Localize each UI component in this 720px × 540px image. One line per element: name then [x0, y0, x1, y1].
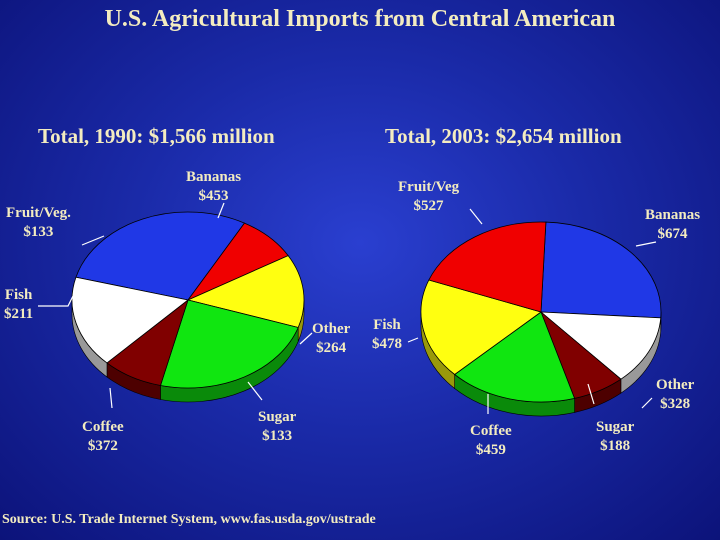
label-1990-fruitveg: Fruit/Veg. $133	[6, 204, 71, 242]
leader-2003-other	[641, 397, 653, 409]
label-1990-fish-name: Fish	[4, 287, 33, 303]
label-1990-coffee-name: Coffee	[82, 419, 124, 435]
pie-2003-slice-coffee	[453, 311, 576, 403]
leader-2003-fruitveg	[469, 208, 483, 225]
label-1990-fruitveg-value: $133	[23, 224, 54, 240]
pie-2003-title: Total, 2003: $2,654 million	[385, 124, 622, 148]
label-2003-bananas: Bananas $674	[645, 206, 700, 244]
leader-1990-coffee	[109, 387, 113, 409]
pie-1990-slice-bananas	[75, 211, 246, 301]
label-1990-fish-value: $211	[4, 306, 34, 322]
label-2003-sugar-value: $188	[600, 438, 631, 454]
pie-1990-slice-coffee	[159, 299, 299, 389]
label-2003-other: Other $328	[656, 376, 694, 414]
leader-1990-fish	[38, 289, 77, 307]
label-2003-fish: Fish $478	[372, 316, 402, 354]
pie-1990	[71, 211, 305, 403]
label-1990-bananas-name: Bananas	[186, 169, 242, 185]
label-2003-bananas-name: Bananas	[645, 207, 701, 223]
leader-1990-fruitveg	[81, 235, 105, 246]
label-1990-other-value: $264	[316, 340, 347, 356]
label-2003-sugar-name: Sugar	[596, 419, 635, 435]
label-2003-fruitveg-name: Fruit/Veg	[398, 179, 460, 195]
label-2003-sugar: Sugar $188	[596, 418, 634, 456]
label-1990-sugar-value: $133	[262, 428, 293, 444]
label-2003-fish-value: $478	[372, 336, 402, 352]
label-1990-bananas: Bananas $453	[186, 168, 241, 206]
label-2003-fruitveg-value: $527	[413, 198, 444, 214]
leader-1990-bananas	[217, 202, 225, 219]
leader-2003-fish	[407, 337, 419, 343]
label-2003-bananas-value: $674	[657, 226, 688, 242]
label-2003-coffee-name: Coffee	[470, 423, 512, 439]
pie-1990-slice-other	[71, 276, 189, 364]
pie-2003	[420, 221, 662, 417]
label-1990-coffee-value: $372	[87, 438, 118, 454]
pie-2003-slice-fruitveg	[428, 221, 547, 313]
label-1990-sugar-name: Sugar	[258, 409, 297, 425]
leader-1990-sugar	[247, 381, 263, 401]
label-2003-other-name: Other	[656, 377, 695, 393]
label-2003-coffee: Coffee $459	[470, 422, 512, 460]
label-2003-fruitveg: Fruit/Veg $527	[398, 178, 459, 216]
label-1990-sugar: Sugar $133	[258, 408, 296, 446]
leader-2003-sugar	[587, 383, 595, 405]
label-2003-other-value: $328	[660, 396, 691, 412]
pie-1990-slice-fish	[186, 255, 305, 328]
source-note: Source: U.S. Trade Internet System, www.…	[2, 512, 376, 527]
chart-title: U.S. Agricultural Imports from Central A…	[104, 6, 616, 32]
label-2003-fish-name: Fish	[373, 317, 401, 333]
label-1990-bananas-value: $453	[198, 188, 229, 204]
pie-2003-slice-other	[539, 311, 662, 380]
leader-1990-other	[299, 332, 313, 345]
label-1990-coffee: Coffee $372	[82, 418, 124, 456]
label-1990-other: Other $264	[312, 320, 350, 358]
leader-lines	[38, 202, 657, 414]
label-2003-coffee-value: $459	[475, 442, 506, 458]
leader-2003-bananas	[635, 241, 657, 247]
label-1990-fish: Fish $211	[4, 286, 33, 324]
label-1990-other-name: Other	[312, 321, 351, 337]
pie-1990-title: Total, 1990: $1,566 million	[38, 124, 275, 148]
pie-2003-slice-bananas	[540, 221, 662, 319]
label-1990-fruitveg-name: Fruit/Veg.	[6, 205, 71, 221]
